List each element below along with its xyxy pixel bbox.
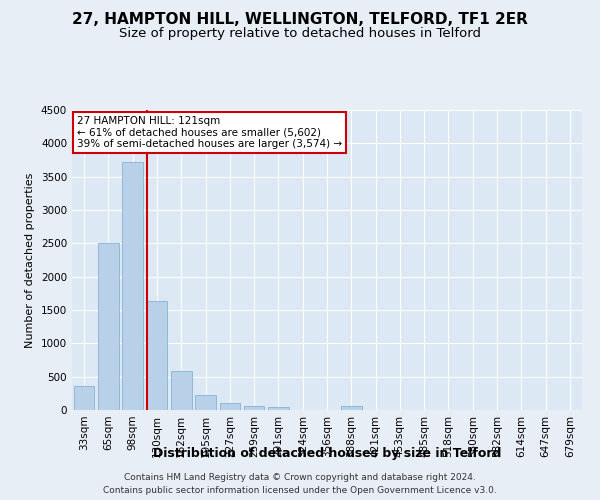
Bar — [122, 162, 143, 410]
Bar — [74, 386, 94, 410]
Bar — [146, 302, 167, 410]
Bar — [244, 406, 265, 410]
Text: Distribution of detached houses by size in Telford: Distribution of detached houses by size … — [153, 448, 501, 460]
Bar — [98, 244, 119, 410]
Bar — [220, 403, 240, 410]
Text: Size of property relative to detached houses in Telford: Size of property relative to detached ho… — [119, 28, 481, 40]
Bar — [341, 406, 362, 410]
Text: Contains HM Land Registry data © Crown copyright and database right 2024.: Contains HM Land Registry data © Crown c… — [124, 472, 476, 482]
Text: 27 HAMPTON HILL: 121sqm
← 61% of detached houses are smaller (5,602)
39% of semi: 27 HAMPTON HILL: 121sqm ← 61% of detache… — [77, 116, 342, 149]
Bar — [171, 372, 191, 410]
Y-axis label: Number of detached properties: Number of detached properties — [25, 172, 35, 348]
Bar — [268, 407, 289, 410]
Text: 27, HAMPTON HILL, WELLINGTON, TELFORD, TF1 2ER: 27, HAMPTON HILL, WELLINGTON, TELFORD, T… — [72, 12, 528, 28]
Bar — [195, 395, 216, 410]
Text: Contains public sector information licensed under the Open Government Licence v3: Contains public sector information licen… — [103, 486, 497, 495]
